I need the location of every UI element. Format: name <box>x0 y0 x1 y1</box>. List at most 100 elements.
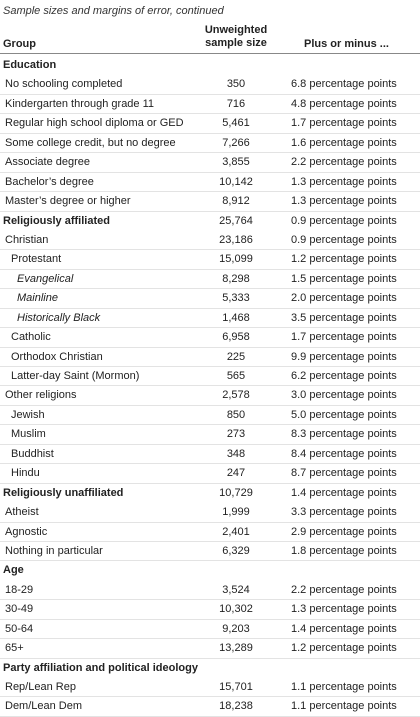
table-row: Atheist 1,999 3.3 percentage points <box>0 503 420 523</box>
sample-size-cell: 1,468 <box>222 311 250 324</box>
group-label: Orthodox Christian <box>11 350 103 363</box>
margin-of-error-cell: 2.0 percentage points <box>291 292 397 305</box>
margin-of-error-cell: 8.3 percentage points <box>291 428 397 441</box>
margin-of-error-cell: 1.6 percentage points <box>291 136 397 149</box>
table-row: 50-64 9,203 1.4 percentage points <box>0 620 420 640</box>
margin-of-error-cell: 1.1 percentage points <box>291 700 397 713</box>
table-row: Agnostic 2,401 2.9 percentage points <box>0 523 420 542</box>
section-header-row: Party affiliation and political ideology <box>0 659 420 678</box>
margin-of-error-cell: 1.4 percentage points <box>291 622 397 635</box>
group-label: Agnostic <box>5 525 48 538</box>
section-label: Religiously affiliated <box>3 214 110 227</box>
sample-size-cell: 5,333 <box>222 292 250 305</box>
table-row: Orthodox Christian 225 9.9 percentage poin… <box>0 348 420 367</box>
margin-of-error-cell: 6.8 percentage points <box>291 78 397 91</box>
group-label: Dem/Lean Dem <box>5 700 83 713</box>
group-label: Buddhist <box>11 447 54 460</box>
group-label: Some college credit, but no degree <box>5 136 176 149</box>
table-row: 65+ 13,289 1.2 percentage points <box>0 639 420 659</box>
margin-of-error-cell: 1.5 percentage points <box>291 272 397 285</box>
table-row: Jewish 850 5.0 percentage points <box>0 406 420 426</box>
margin-of-error-cell: 0.9 percentage points <box>291 214 397 227</box>
sample-size-cell: 7,266 <box>222 136 250 149</box>
margin-of-error-cell: 1.3 percentage points <box>291 603 397 616</box>
sample-size-cell: 247 <box>226 467 246 480</box>
margin-of-error-cell: 2.2 percentage points <box>291 583 397 596</box>
column-header-sample-size-line1: Unweighted <box>204 24 268 36</box>
group-label: Latter-day Saint (Mormon) <box>11 370 140 382</box>
margin-of-error-cell: 8.4 percentage points <box>291 447 397 460</box>
sample-size-cell: 5,461 <box>222 117 250 130</box>
margin-of-error-cell: 9.9 percentage points <box>291 350 397 363</box>
margin-of-error-cell: 2.9 percentage points <box>291 525 397 538</box>
sample-size-cell: 6,329 <box>222 544 250 557</box>
section-header-row: Age <box>0 561 420 580</box>
sample-size-cell: 3,524 <box>222 583 250 596</box>
group-label: Jewish <box>11 408 45 421</box>
table-row: Catholic 6,958 1.7 percentage points <box>0 328 420 348</box>
table-row: Kindergarten through grade 11 716 4.8 perc… <box>0 95 420 115</box>
margin-of-error-cell: 0.9 percentage points <box>291 233 397 246</box>
sample-size-cell: 2,401 <box>222 525 250 538</box>
margin-of-error-cell: 1.2 percentage points <box>291 253 397 266</box>
section-header-row: Education <box>0 56 420 75</box>
table-row: Master’s degree or higher 8,912 1.3 percen… <box>0 192 420 212</box>
section-label: Party affiliation and political ideology <box>3 661 198 674</box>
margin-of-error-cell: 1.7 percentage points <box>291 117 397 130</box>
group-label: Atheist <box>5 506 39 519</box>
table-row: Associate degree 3,855 2.2 percentage poin… <box>0 153 420 173</box>
table-row: Buddhist 348 8.4 percentage points <box>0 445 420 465</box>
sample-size-cell: 15,701 <box>219 681 253 693</box>
table-row: Bachelor’s degree 10,142 1.3 percentage po… <box>0 173 420 193</box>
group-label: Catholic <box>11 331 51 344</box>
margin-of-error-cell: 3.5 percentage points <box>291 311 397 324</box>
group-label: Associate degree <box>5 156 90 169</box>
sample-size-cell: 3,855 <box>222 156 250 169</box>
margin-of-error-cell: 3.0 percentage points <box>291 389 397 402</box>
group-label: Master’s degree or higher <box>5 195 131 208</box>
group-label: Regular high school diploma or GED <box>5 117 184 130</box>
margin-of-error-cell: 1.3 percentage points <box>291 175 397 188</box>
margin-of-error-cell: 1.4 percentage points <box>291 486 397 499</box>
table-row: Rep/Lean Rep 15,701 1.1 percentage points <box>0 678 420 698</box>
table-row: Evangelical 8,298 1.5 percentage points <box>0 270 420 290</box>
column-header-sample-size: Unweighted sample size <box>196 24 276 50</box>
margin-of-error-cell: 1.8 percentage points <box>291 544 397 557</box>
sample-size-cell: 18,238 <box>219 700 253 713</box>
table-caption: Sample sizes and margins of error, conti… <box>3 5 224 17</box>
group-label: Nothing in particular <box>5 544 103 557</box>
group-label: Kindergarten through grade 11 <box>5 97 155 110</box>
table-row: Some college credit, but no degree 7,266 1… <box>0 134 420 154</box>
margin-of-error-cell: 6.2 percentage points <box>291 370 397 382</box>
group-label: Bachelor’s degree <box>5 175 94 188</box>
column-header-margin-of-error: Plus or minus ... <box>304 38 389 50</box>
sample-size-cell: 565 <box>226 370 246 382</box>
sample-size-cell: 2,578 <box>222 389 250 402</box>
table-row: Christian 23,186 0.9 percentage points <box>0 231 420 251</box>
group-label: Other religions <box>5 389 77 402</box>
section-label: Religiously unaffiliated <box>3 486 124 499</box>
margin-of-error-cell: 4.8 percentage points <box>291 97 397 110</box>
margin-of-error-cell: 5.0 percentage points <box>291 408 397 421</box>
margin-of-error-cell: 1.3 percentage points <box>291 195 397 208</box>
group-label: Christian <box>5 233 49 246</box>
table-row: Historically Black 1,468 3.5 percentage po… <box>0 309 420 329</box>
group-label: Historically Black <box>17 311 101 324</box>
group-label: 65+ <box>5 642 24 655</box>
table-row: 30-49 10,302 1.3 percentage points <box>0 600 420 620</box>
section-label: Age <box>3 564 24 577</box>
table-row: Dem/Lean Dem 18,238 1.1 percentage points <box>0 697 420 717</box>
table-row: Hindu 247 8.7 percentage points <box>0 464 420 484</box>
section-header-row: Religiously affiliated 25,764 0.9 percenta… <box>0 212 420 231</box>
table-row: Nothing in particular 6,329 1.8 percentage… <box>0 542 420 562</box>
column-header-sample-size-line2: sample size <box>205 37 267 49</box>
group-label: No schooling completed <box>5 78 123 91</box>
group-label: Hindu <box>11 467 40 480</box>
sample-size-cell: 225 <box>226 350 246 363</box>
margin-of-error-cell: 2.2 percentage points <box>291 156 397 169</box>
group-label: Protestant <box>11 253 62 266</box>
sample-size-cell: 13,289 <box>219 642 253 655</box>
sample-size-cell: 10,729 <box>219 486 253 499</box>
sample-size-cell: 23,186 <box>219 233 253 246</box>
